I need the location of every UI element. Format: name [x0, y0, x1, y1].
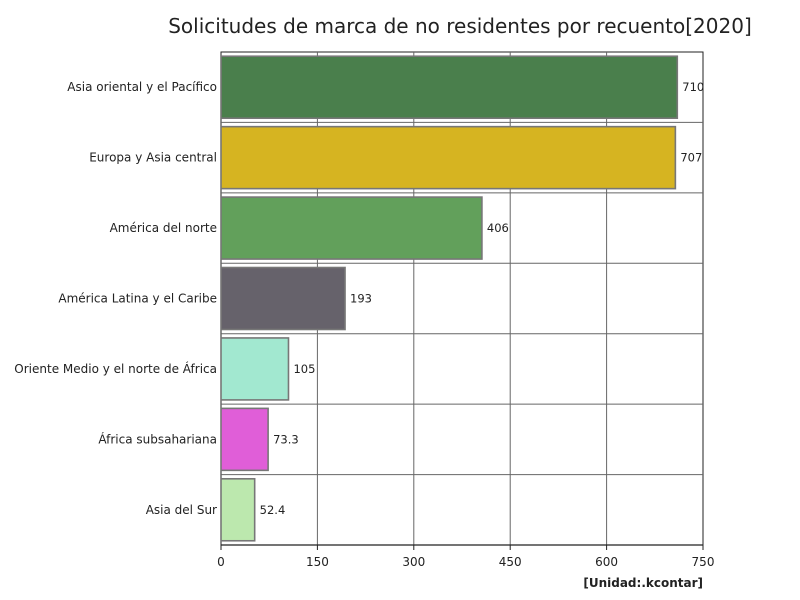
- unit-label: [Unidad:.kcontar]: [583, 576, 703, 590]
- category-label: Asia oriental y el Pacífico: [67, 80, 217, 94]
- data-label: 406: [487, 221, 509, 235]
- bar: [220, 337, 290, 401]
- bar: [220, 125, 677, 190]
- data-label: 193: [350, 292, 372, 306]
- bar: [220, 407, 269, 472]
- bar: [220, 196, 483, 260]
- category-label: África subsahariana: [98, 431, 217, 446]
- x-tick-label: 0: [217, 555, 225, 569]
- chart-title: Solicitudes de marca de no residentes po…: [168, 14, 752, 38]
- category-label: América del norte: [110, 221, 217, 235]
- category-label: Oriente Medio y el norte de África: [14, 361, 217, 376]
- x-tick-label: 150: [306, 555, 329, 569]
- category-label: Europa y Asia central: [89, 151, 217, 165]
- bar: [220, 477, 256, 542]
- x-tick-label: 450: [499, 555, 522, 569]
- bar: [220, 55, 679, 120]
- x-tick-label: 300: [402, 555, 425, 569]
- data-label: 105: [293, 362, 315, 376]
- x-tick-label: 600: [595, 555, 618, 569]
- data-label: 707: [680, 151, 702, 165]
- category-label: América Latina y el Caribe: [58, 292, 217, 306]
- data-label: 73.3: [273, 432, 299, 446]
- x-tick-label: 750: [692, 555, 715, 569]
- bar: [220, 266, 346, 331]
- category-label: Asia del Sur: [146, 503, 217, 517]
- data-label: 52.4: [260, 503, 286, 517]
- data-label: 710: [682, 80, 704, 94]
